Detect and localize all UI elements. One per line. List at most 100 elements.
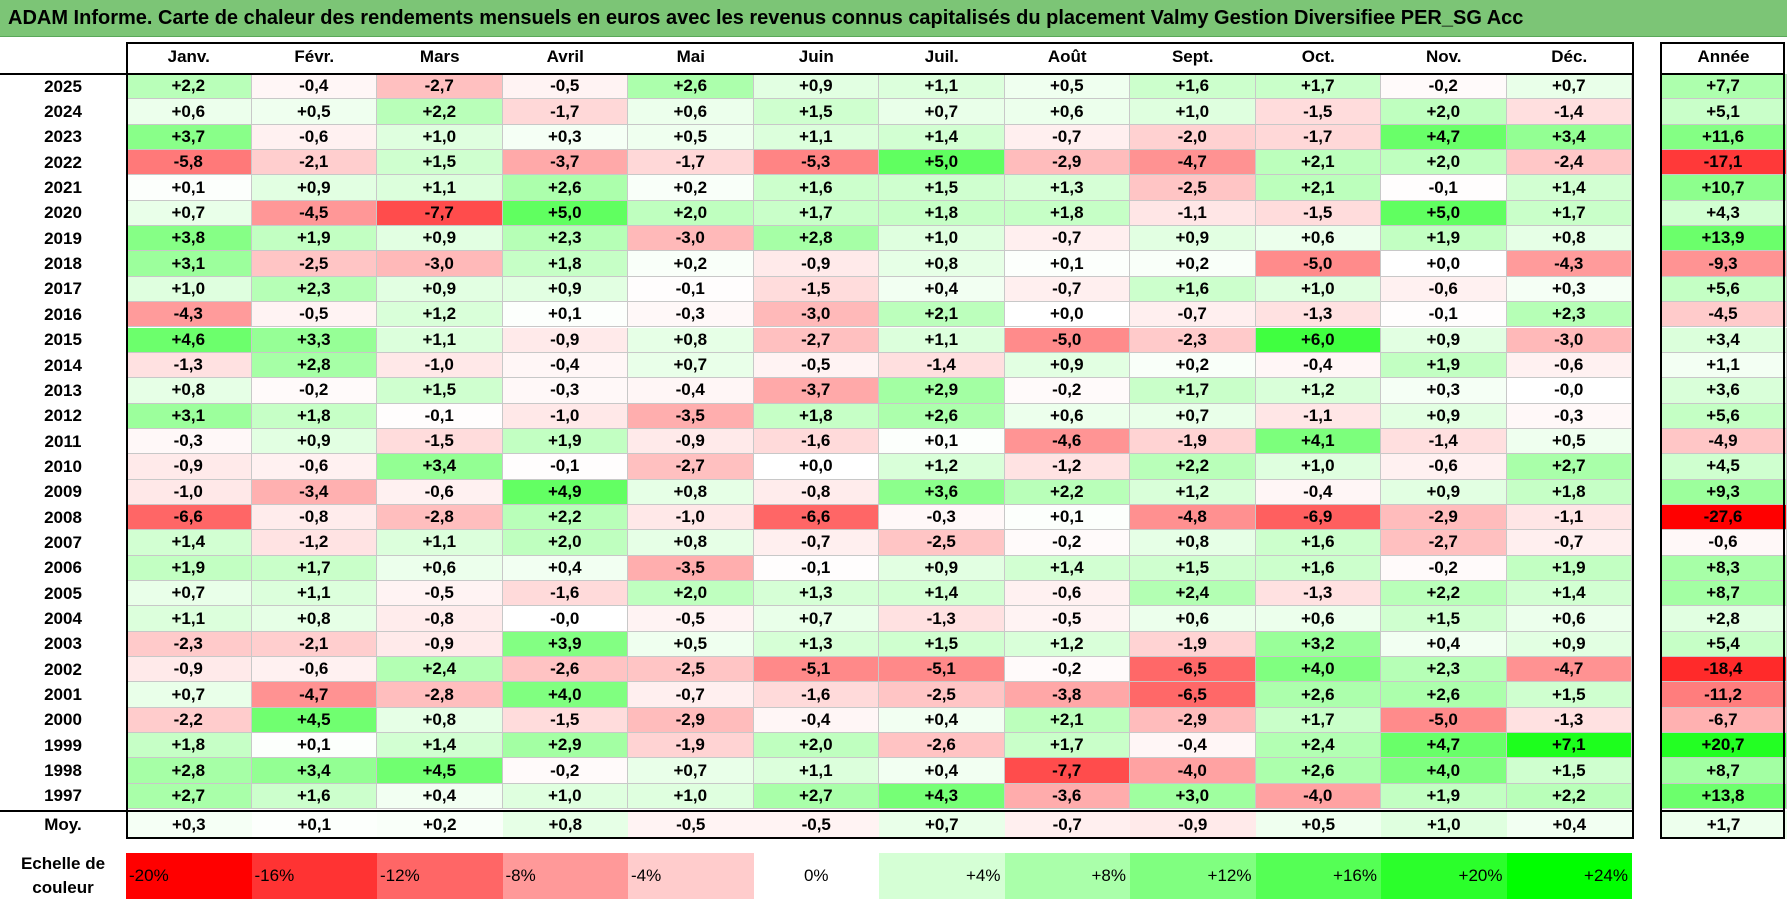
heatmap-cell: +2,6 bbox=[502, 175, 628, 201]
heatmap-cell: -3,7 bbox=[753, 378, 879, 404]
heatmap-cell: -4,3 bbox=[126, 302, 252, 328]
heatmap-cell: +0,0 bbox=[1381, 251, 1507, 277]
heatmap-cell: +1,8 bbox=[251, 403, 377, 429]
heatmap-cell: +0,7 bbox=[1506, 74, 1632, 100]
heatmap-cell: -1,5 bbox=[753, 276, 879, 303]
average-cell: -0,7 bbox=[1004, 811, 1130, 840]
scale-swatch: -4% bbox=[628, 853, 754, 899]
heatmap-cell: +1,2 bbox=[1255, 378, 1381, 404]
heatmap-cell: +2,1 bbox=[879, 302, 1005, 328]
heatmap-cell: -4,7 bbox=[1506, 657, 1632, 683]
annual-cell: +11,6 bbox=[1660, 124, 1787, 151]
heatmap-cell: +1,1 bbox=[879, 327, 1005, 353]
heatmap-cell: -0,1 bbox=[753, 555, 879, 581]
heatmap-cell: +1,8 bbox=[879, 200, 1005, 227]
heatmap-cell: +5,0 bbox=[502, 200, 628, 227]
heatmap-cell: -1,4 bbox=[879, 352, 1005, 379]
heatmap-cell: +0,1 bbox=[1004, 251, 1130, 277]
heatmap-cell: +3,6 bbox=[879, 479, 1005, 505]
heatmap-cell: -4,5 bbox=[251, 200, 377, 227]
heatmap-cell: +1,6 bbox=[1255, 555, 1381, 581]
heatmap-cell: +0,1 bbox=[502, 302, 628, 328]
heatmap-cell: +0,9 bbox=[1506, 631, 1632, 658]
heatmap-cell: +1,6 bbox=[251, 783, 377, 810]
heatmap-cell: -2,9 bbox=[1004, 150, 1130, 176]
heatmap-cell: +1,5 bbox=[753, 99, 879, 125]
heatmap-cell: +1,5 bbox=[879, 175, 1005, 201]
heatmap-cell: +3,1 bbox=[126, 403, 252, 429]
scale-swatch: +16% bbox=[1255, 853, 1381, 899]
heatmap-cell: +4,9 bbox=[502, 479, 628, 505]
heatmap-cell: +1,8 bbox=[126, 733, 252, 759]
heatmap-cell: -5,0 bbox=[1004, 327, 1130, 353]
annual-cell: -4,9 bbox=[1660, 428, 1787, 455]
month-header: Mai bbox=[676, 47, 705, 66]
heatmap-cell: -1,0 bbox=[628, 504, 754, 531]
heatmap-cell: -1,1 bbox=[1130, 200, 1256, 227]
heatmap-cell: -4,0 bbox=[1255, 783, 1381, 810]
heatmap-cell: -1,9 bbox=[1130, 428, 1256, 455]
heatmap-cell: +0,5 bbox=[1004, 74, 1130, 100]
heatmap-cell: +1,7 bbox=[251, 555, 377, 581]
heatmap-cell: -1,2 bbox=[251, 530, 377, 556]
heatmap-cell: -5,3 bbox=[753, 150, 879, 176]
heatmap-cell: +4,3 bbox=[879, 783, 1005, 810]
heatmap-cell: +1,2 bbox=[377, 302, 503, 328]
scale-swatch: -16% bbox=[251, 853, 377, 899]
heatmap-cell: -2,6 bbox=[879, 733, 1005, 759]
heatmap-cell: -1,5 bbox=[1255, 200, 1381, 227]
heatmap-cell: +1,0 bbox=[126, 276, 252, 303]
heatmap-cell: -2,7 bbox=[628, 454, 754, 480]
year-label: 2023 bbox=[44, 127, 82, 147]
heatmap-cell: -0,8 bbox=[251, 504, 377, 531]
heatmap-cell: -0,2 bbox=[251, 378, 377, 404]
year-label: 2022 bbox=[44, 152, 82, 172]
heatmap-cell: -1,0 bbox=[377, 352, 503, 379]
heatmap-cell: +2,7 bbox=[1506, 454, 1632, 480]
heatmap-cell: -0,2 bbox=[502, 758, 628, 784]
heatmap-cell: +1,6 bbox=[1130, 276, 1256, 303]
heatmap-cell: +1,1 bbox=[377, 530, 503, 556]
average-cell: +0,4 bbox=[1506, 811, 1632, 840]
heatmap-cell: +4,7 bbox=[1381, 733, 1507, 759]
heatmap-cell: +1,4 bbox=[1506, 175, 1632, 201]
heatmap-cell: +0,7 bbox=[628, 352, 754, 379]
heatmap-cell: +0,6 bbox=[126, 99, 252, 125]
heatmap-cell: -2,2 bbox=[126, 707, 252, 734]
scale-swatch: +8% bbox=[1004, 853, 1130, 899]
year-label: 2017 bbox=[44, 279, 82, 299]
heatmap-cell: +2,2 bbox=[1506, 783, 1632, 810]
heatmap-cell: -0,6 bbox=[251, 454, 377, 480]
heatmap-cell: +0,2 bbox=[1130, 251, 1256, 277]
year-label: 2008 bbox=[44, 507, 82, 527]
heatmap-cell: -0,7 bbox=[628, 682, 754, 708]
heatmap-cell: -4,7 bbox=[1130, 150, 1256, 176]
heatmap-cell: +3,4 bbox=[251, 758, 377, 784]
heatmap-cell: +2,2 bbox=[1381, 581, 1507, 607]
heatmap-cell: -0,5 bbox=[753, 352, 879, 379]
heatmap-cell: -1,5 bbox=[502, 707, 628, 734]
heatmap-cell: -7,7 bbox=[377, 200, 503, 227]
heatmap-cell: +3,4 bbox=[1506, 124, 1632, 151]
heatmap-cell: +0,6 bbox=[1506, 606, 1632, 632]
heatmap-cell: -0,9 bbox=[126, 454, 252, 480]
heatmap-cell: -0,0 bbox=[502, 606, 628, 632]
heatmap-cell: +0,5 bbox=[628, 631, 754, 658]
heatmap-cell: +1,5 bbox=[1130, 555, 1256, 581]
average-cell: +0,7 bbox=[879, 811, 1005, 840]
heatmap-cell: -0,4 bbox=[1255, 352, 1381, 379]
heatmap-cell: -3,5 bbox=[628, 403, 754, 429]
annual-cell: +3,4 bbox=[1660, 327, 1787, 353]
heatmap-cell: -4,6 bbox=[1004, 428, 1130, 455]
heatmap-cell: -0,9 bbox=[628, 428, 754, 455]
heatmap-cell: +2,0 bbox=[753, 733, 879, 759]
heatmap-cell: -0,1 bbox=[502, 454, 628, 480]
annual-cell: -27,6 bbox=[1660, 504, 1787, 531]
year-label: 1997 bbox=[44, 786, 82, 806]
heatmap-cell: -0,2 bbox=[1004, 530, 1130, 556]
heatmap-cell: -2,4 bbox=[1506, 150, 1632, 176]
annual-cell: +7,7 bbox=[1660, 74, 1787, 100]
heatmap-cell: +1,0 bbox=[1255, 276, 1381, 303]
heatmap-cell: +1,0 bbox=[377, 124, 503, 151]
heatmap-cell: -2,5 bbox=[879, 682, 1005, 708]
